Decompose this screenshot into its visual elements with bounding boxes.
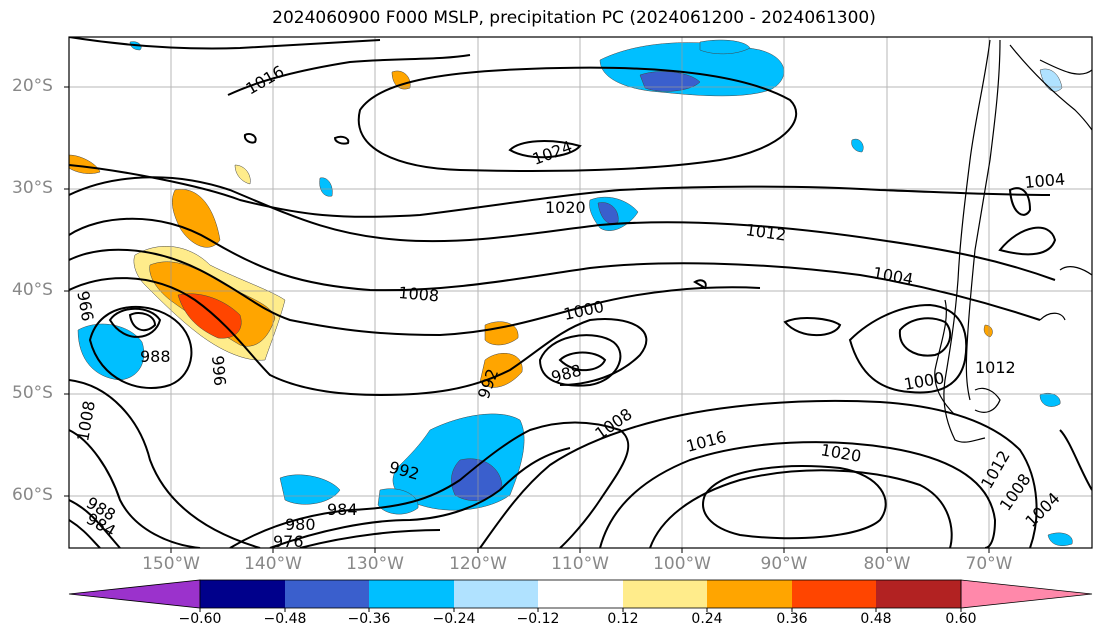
colorbar-tick-label: −0.36 [347, 611, 391, 627]
colorbar-tick-label: 0.36 [776, 611, 808, 627]
lat-label: 20°S [12, 76, 53, 96]
lon-label: 100°W [653, 554, 711, 574]
colorbar-tick-label: 0.48 [860, 611, 892, 627]
colorbar-segment [369, 580, 454, 608]
lon-label: 120°W [449, 554, 507, 574]
colorbar-tick-label: 0.60 [945, 611, 977, 627]
coastline-south-america [934, 39, 1092, 443]
axis-ticks [64, 86, 990, 553]
colorbar [68, 579, 1093, 612]
colorbar-segment [707, 580, 792, 608]
colorbar-extend-min [68, 579, 201, 609]
lat-label: 50°S [12, 383, 53, 403]
colorbar-segment [792, 580, 876, 608]
isobar-label: 1012 [975, 358, 1016, 377]
isobar-label: 984 [327, 500, 358, 519]
isobar-label: 976 [273, 532, 304, 551]
isobar-label: 988 [140, 347, 171, 366]
isobar-label: 1004 [1024, 170, 1066, 192]
isobar-label: 1008 [398, 283, 440, 305]
lat-label: 30°S [12, 178, 53, 198]
precip-blue-shading [77, 39, 1073, 546]
isobars [69, 37, 1092, 548]
colorbar-tick-label: −0.48 [263, 611, 307, 627]
colorbar-tick-label: −0.60 [178, 611, 222, 627]
colorbar-extend-max [960, 579, 1093, 609]
lon-label: 90°W [760, 554, 808, 574]
lat-label: 40°S [12, 280, 53, 300]
colorbar-segment [876, 580, 961, 608]
colorbar-segment [200, 580, 285, 608]
lon-label: 140°W [244, 554, 302, 574]
map-area [69, 37, 1092, 548]
isobar-label: 996 [208, 355, 230, 387]
colorbar-segment [623, 580, 707, 608]
lon-label: 80°W [863, 554, 911, 574]
colorbar-segment [538, 580, 623, 608]
isobar-label: 1020 [545, 198, 586, 217]
colorbar-segment [285, 580, 369, 608]
colorbar-tick-label: 0.12 [607, 611, 639, 627]
lon-label: 70°W [965, 554, 1013, 574]
colorbar-segment [454, 580, 538, 608]
lat-label: 60°S [12, 485, 53, 505]
precip-orange-shading [69, 70, 993, 388]
isobar-label: 980 [285, 515, 316, 534]
colorbar-tick-label: −0.24 [432, 611, 476, 627]
colorbar-tick-label: −0.12 [516, 611, 560, 627]
graticule [69, 37, 1092, 548]
lon-label: 150°W [142, 554, 200, 574]
colorbar-tick-label: 0.24 [691, 611, 723, 627]
lon-label: 130°W [346, 554, 404, 574]
map-title: 2024060900 F000 MSLP, precipitation PC (… [272, 8, 876, 28]
lon-label: 110°W [551, 554, 609, 574]
